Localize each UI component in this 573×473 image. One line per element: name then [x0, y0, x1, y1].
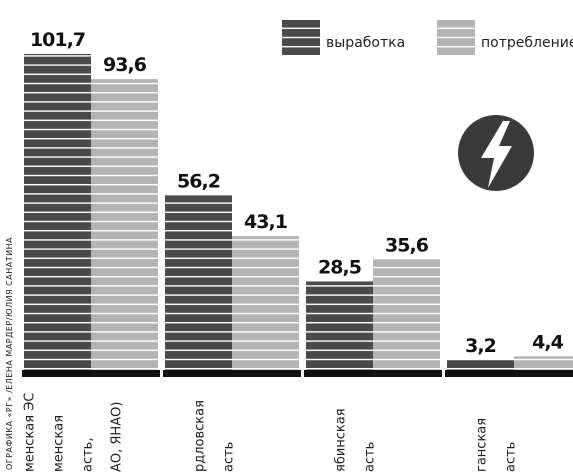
bar-stripes: [165, 195, 232, 370]
bar-stripes: [447, 360, 514, 370]
bar-stripes: [373, 259, 440, 370]
value-label: 101,7: [30, 29, 85, 51]
value-label: 93,6: [103, 54, 147, 76]
value-label: 56,2: [177, 170, 220, 192]
category-label: асть,: [81, 438, 96, 472]
category-label: АО, ЯНАО): [110, 402, 125, 472]
bar-stripes: [91, 79, 158, 370]
baseline: [22, 370, 160, 377]
category-label: менская: [52, 415, 67, 472]
legend-label: выработка: [326, 35, 405, 51]
value-label: 28,5: [318, 256, 361, 278]
lightning-icon: [458, 115, 534, 191]
baseline: [163, 370, 301, 377]
legend-swatch-stripes: [282, 20, 320, 55]
baseline: [445, 370, 573, 377]
credit: ОГРАФИКА «РГ» /ЕЛЕНА МАРДЕР/ЮЛИЯ САНАТИН…: [5, 237, 14, 470]
category-label: ганская: [475, 418, 490, 472]
category-label: асть: [222, 442, 237, 472]
category-label: рдловская: [193, 400, 208, 472]
category-label: ябинская: [334, 408, 349, 472]
baseline: [304, 370, 442, 377]
bar-stripes: [232, 236, 299, 370]
value-label: 35,6: [385, 234, 429, 256]
bar-stripes: [306, 281, 373, 370]
bar-stripes: [514, 356, 573, 370]
category-label: асть: [504, 442, 519, 472]
value-label: 3,2: [465, 335, 496, 357]
bar-stripes: [24, 54, 91, 370]
value-label: 43,1: [244, 211, 287, 233]
category-label: менская ЭС: [23, 393, 38, 472]
legend-swatch-stripes: [437, 20, 475, 55]
category-label: асть: [363, 442, 378, 472]
value-label: 4,4: [532, 331, 563, 353]
legend-label: потребление: [481, 35, 573, 51]
